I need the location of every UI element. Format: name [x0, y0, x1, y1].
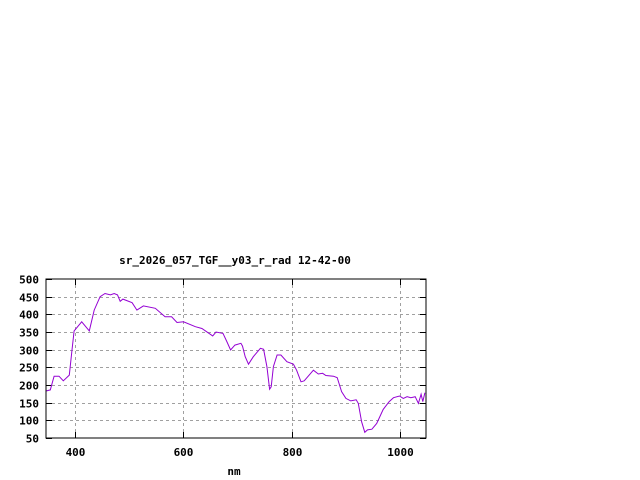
y-tick-label: 50 — [26, 433, 39, 446]
x-axis-label: nm — [227, 465, 241, 478]
y-tick-label: 100 — [19, 415, 39, 428]
x-tick-label: 1000 — [387, 446, 414, 459]
ticks: 50 100 150 200 250 300 350 400 450 500 400 600 800 10… — [19, 274, 426, 459]
plot-frame — [45, 278, 427, 439]
x-tick-label: 400 — [66, 446, 86, 459]
x-tick-label: 800 — [283, 446, 303, 459]
y-tick-label: 200 — [19, 380, 39, 393]
y-tick-label: 500 — [19, 274, 39, 287]
y-tick-label: 400 — [19, 309, 39, 322]
y-tick-label: 300 — [19, 345, 39, 358]
y-tick-label: 250 — [19, 362, 39, 375]
y-tick-label: 450 — [19, 292, 39, 305]
series — [45, 292, 426, 434]
x-tick-label: 600 — [174, 446, 194, 459]
y-tick-label: 150 — [19, 398, 39, 411]
chart-title: sr_2026_057_TGF__y03_r_rad 12-42-00 — [119, 254, 351, 267]
series-line — [45, 292, 426, 434]
y-tick-label: 350 — [19, 327, 39, 340]
grid — [46, 279, 426, 438]
